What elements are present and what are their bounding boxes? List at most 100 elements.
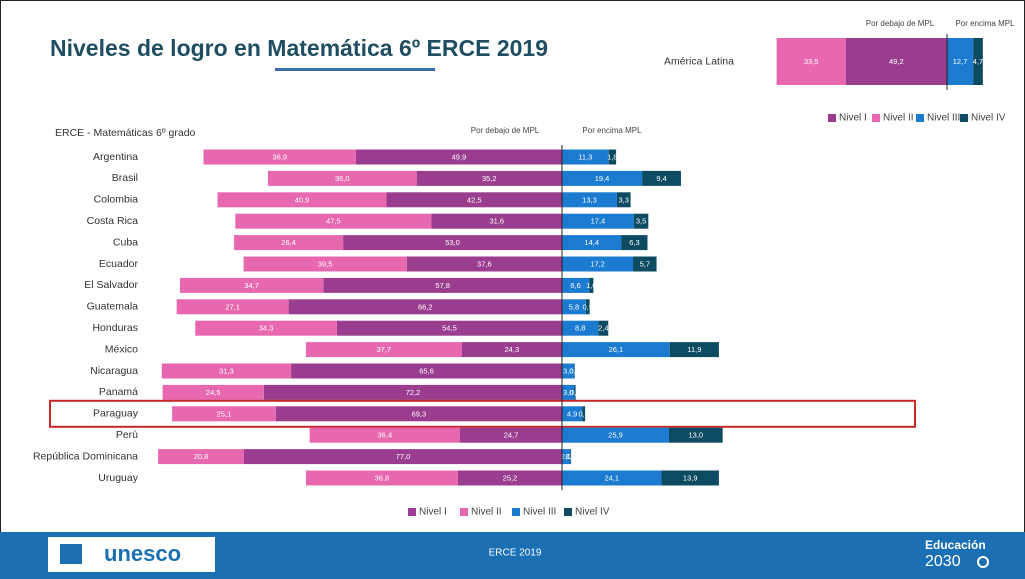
value-label: 31,3: [219, 366, 234, 375]
bar-segment: [562, 256, 634, 272]
bar-segment: [343, 235, 562, 251]
bar-segment: [323, 277, 562, 293]
category-label: Cuba: [113, 236, 138, 248]
bar-segment: [459, 427, 562, 443]
bar-segment: [158, 449, 244, 465]
value-label: 24,3: [505, 345, 520, 354]
chart-title: ERCE - Matemáticas 6º grado: [55, 127, 196, 139]
bar-segment: [776, 38, 846, 85]
value-label: 11,3: [578, 152, 592, 161]
bar-segment: [574, 384, 576, 400]
value-label: 42,5: [467, 195, 482, 204]
value-label: 1,0: [586, 281, 596, 290]
value-label: 35,2: [482, 174, 497, 183]
bar-segment: [562, 170, 643, 186]
bar-segment: [845, 38, 947, 85]
legend-swatch: [564, 508, 572, 516]
value-label: 37,6: [477, 259, 492, 268]
value-label: 47,5: [326, 217, 341, 226]
value-label: 39,5: [318, 259, 333, 268]
value-label: 37,7: [376, 345, 391, 354]
bar-segment: [355, 149, 562, 165]
value-label: 4,7: [973, 57, 983, 66]
value-label: 13,3: [582, 195, 597, 204]
value-label: 31,6: [489, 217, 504, 226]
legend-label: Nivel I: [839, 113, 867, 124]
brand-year: 2030: [925, 553, 961, 570]
brand: Educación: [925, 538, 986, 552]
value-label: 12,7: [953, 57, 968, 66]
value-label: 13,9: [683, 473, 698, 482]
value-label: 5,7: [640, 259, 650, 268]
value-label: 14,4: [584, 238, 599, 247]
legend-swatch: [828, 114, 836, 122]
bar-segment: [608, 149, 617, 165]
bar-segment: [386, 192, 562, 208]
legend-label: Nivel II: [471, 507, 502, 518]
bar-segment: [195, 320, 337, 336]
bar-segment: [305, 470, 458, 486]
bar-segment: [406, 256, 562, 272]
value-label: 5,8: [569, 302, 579, 311]
category-label: Costa Rica: [87, 215, 139, 227]
legend-label: Nivel II: [883, 113, 914, 124]
logo-icon: [60, 544, 82, 564]
category-label: México: [105, 343, 138, 355]
category-label: Perú: [116, 429, 138, 441]
legend-label: Nivel IV: [971, 113, 1006, 124]
value-label: 72,2: [406, 388, 421, 397]
value-label: 3,3: [619, 195, 629, 204]
bar-segment: [668, 427, 723, 443]
bar-segment: [570, 449, 572, 465]
value-label: 77,0: [396, 452, 411, 461]
negative-header: Por debajo de MPL: [866, 19, 935, 28]
bar-segment: [431, 213, 562, 229]
value-label: 33,5: [804, 57, 819, 66]
bar-segment: [562, 342, 670, 358]
bar-segment: [633, 213, 649, 229]
value-label: 0,3: [570, 388, 580, 397]
value-label: 6,3: [629, 238, 639, 247]
value-label: 69,3: [412, 409, 427, 418]
bar-segment: [217, 192, 387, 208]
value-label: 20,8: [194, 452, 209, 461]
legend-label: Nivel IV: [575, 507, 610, 518]
title-underline: [275, 68, 435, 71]
value-label: 54,5: [442, 324, 457, 333]
bar-segment: [305, 342, 462, 358]
bar-segment: [621, 235, 648, 251]
value-label: 3,0: [563, 388, 573, 397]
value-label: 4,9: [567, 409, 577, 418]
bar-segment: [161, 363, 292, 379]
bar-segment: [562, 363, 575, 379]
highlight-box: [49, 399, 916, 428]
value-label: 0,7: [578, 409, 588, 418]
bar-segment: [947, 38, 974, 85]
bar-segment: [235, 213, 432, 229]
bar-segment: [562, 384, 575, 400]
category-label: El Salvador: [84, 279, 138, 291]
value-label: 6,6: [570, 281, 580, 290]
value-label: 25,9: [608, 431, 623, 440]
positive-header: Por encima MPL: [582, 126, 642, 135]
bar-segment: [562, 320, 599, 336]
value-label: 2,4: [598, 324, 608, 333]
value-label: 25,1: [217, 409, 232, 418]
bar-segment: [416, 170, 562, 186]
category-label: Nicaragua: [90, 365, 138, 377]
bar-segment: [642, 170, 681, 186]
value-label: 49,2: [889, 57, 904, 66]
value-label: 26,4: [281, 238, 296, 247]
bar-segment: [243, 256, 407, 272]
positive-header: Por encima MPL: [955, 19, 1015, 28]
legend-swatch: [408, 508, 416, 516]
bar-segment: [562, 235, 622, 251]
bar-segment: [589, 277, 594, 293]
value-label: 17,4: [591, 217, 606, 226]
bar-segment: [179, 277, 324, 293]
legend-swatch: [872, 114, 880, 122]
value-label: 0,2: [565, 452, 575, 461]
value-label: 36,9: [272, 152, 287, 161]
bar-segment: [267, 170, 417, 186]
bar-segment: [562, 192, 617, 208]
